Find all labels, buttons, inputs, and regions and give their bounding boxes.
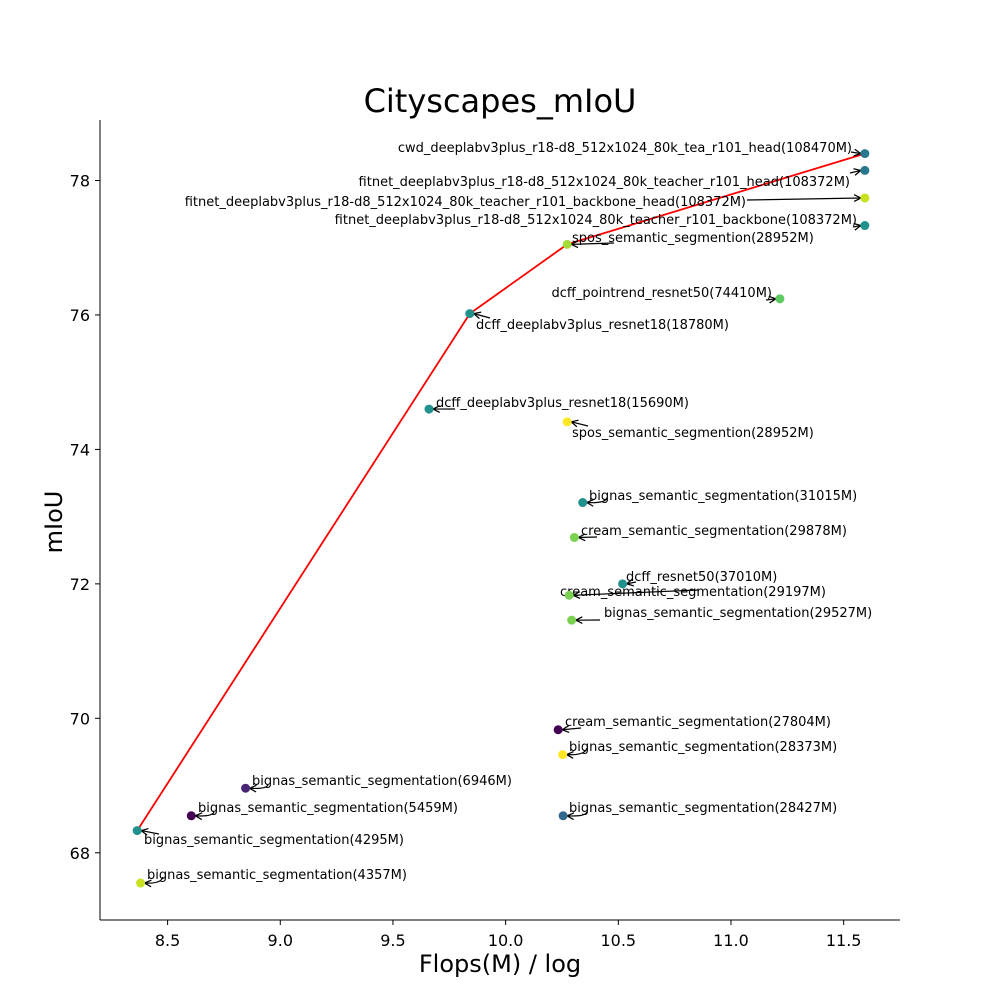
data-point: [465, 309, 475, 319]
point-label: spos_semantic_segmention(28952M): [572, 231, 814, 246]
point-label: fitnet_deeplabv3plus_r18-d8_512x1024_80k…: [185, 195, 746, 210]
annotation-arrow: [852, 226, 861, 227]
annotation-arrow: [141, 831, 160, 834]
data-point: [562, 239, 572, 249]
x-tick-label: 9.5: [380, 931, 405, 950]
point-label: dcff_pointrend_resnet50(74410M): [552, 286, 772, 301]
annotation-arrow: [849, 170, 861, 173]
annotation-arrow: [573, 589, 699, 595]
point-label: fitnet_deeplabv3plus_r18-d8_512x1024_80k…: [359, 175, 850, 190]
axes-group: 8.5 9.0 9.5 10.0 10.5 11.0 11.5 68 70 72 74 76 78: [70, 120, 900, 950]
point-label: cream_semantic_segmentation(29197M): [560, 585, 826, 600]
x-tick-label: 8.5: [155, 931, 180, 950]
pareto-line-group: [136, 152, 866, 832]
data-point: [186, 811, 196, 821]
y-axis-label: mIoU: [40, 491, 68, 554]
point-label: dcff_deeplabv3plus_resnet18(15690M): [436, 396, 689, 411]
point-label: bignas_semantic_segmentation(4357M): [147, 868, 407, 883]
data-point: [136, 878, 146, 888]
data-point: [567, 615, 577, 625]
annotation-arrow: [571, 422, 589, 426]
annotation-arrow: [587, 497, 608, 503]
data-point: [241, 783, 251, 793]
data-point: [860, 193, 870, 203]
x-tick-label: 11.5: [826, 931, 862, 950]
data-point: [558, 811, 568, 821]
annotation-arrow: [850, 152, 861, 154]
data-point: [424, 404, 434, 414]
data-point: [860, 165, 870, 175]
data-point: [562, 417, 572, 427]
point-label: bignas_semantic_segmentation(31015M): [589, 489, 857, 504]
annotation-arrow: [145, 876, 164, 883]
point-label: spos_semantic_segmention(28952M): [572, 426, 814, 441]
y-tick-label: 72: [70, 575, 90, 594]
pareto-line: [136, 152, 866, 832]
x-tick-label: 9.0: [268, 931, 293, 950]
x-tick-label: 11.0: [713, 931, 749, 950]
data-point: [618, 579, 628, 589]
annotation-arrow: [571, 243, 615, 244]
data-point: [578, 498, 588, 508]
data-point: [775, 294, 785, 304]
point-label: bignas_semantic_segmentation(6946M): [252, 774, 512, 789]
points-group: [132, 149, 870, 888]
point-label: cream_semantic_segmentation(27804M): [565, 715, 831, 730]
point-label: cream_semantic_segmentation(29878M): [581, 524, 847, 539]
data-point: [569, 532, 579, 542]
data-point: [553, 725, 563, 735]
point-label: bignas_semantic_segmentation(29527M): [604, 606, 872, 621]
x-tick-label: 10.0: [488, 931, 524, 950]
data-point: [132, 826, 142, 836]
y-tick-label: 76: [70, 306, 90, 325]
annotation-arrow: [562, 728, 582, 730]
x-axis-label: Flops(M) / log: [419, 950, 581, 978]
y-tick-label: 68: [70, 844, 90, 863]
annotation-arrow: [250, 784, 269, 788]
annotation-arrow: [195, 811, 215, 816]
annotation-arrow: [765, 299, 776, 300]
annotations-group: cwd_deeplabv3plus_r18-d8_512x1024_80k_te…: [141, 141, 872, 883]
annotation-arrow: [746, 198, 861, 200]
data-point: [558, 750, 568, 760]
data-point: [860, 149, 870, 159]
point-label: bignas_semantic_segmentation(28427M): [569, 801, 837, 816]
y-tick-label: 74: [70, 440, 90, 459]
x-tick-label: 10.5: [600, 931, 636, 950]
point-label: bignas_semantic_segmentation(5459M): [198, 801, 458, 816]
annotation-arrow: [474, 314, 491, 318]
point-label: dcff_deeplabv3plus_resnet18(18780M): [476, 318, 729, 333]
point-label: cwd_deeplabv3plus_r18-d8_512x1024_80k_te…: [398, 141, 852, 156]
point-label: dcff_resnet50(37010M): [626, 570, 777, 585]
annotation-arrow: [627, 582, 637, 584]
y-tick-label: 78: [70, 172, 90, 191]
point-label: fitnet_deeplabv3plus_r18-d8_512x1024_80k…: [335, 213, 857, 228]
data-point: [564, 590, 574, 600]
point-label: bignas_semantic_segmentation(4295M): [144, 833, 404, 848]
data-point: [860, 221, 870, 231]
chart-title: Cityscapes_mIoU: [364, 82, 637, 120]
point-label: bignas_semantic_segmentation(28373M): [569, 740, 837, 755]
y-tick-label: 70: [70, 709, 90, 728]
annotation-arrow: [567, 811, 588, 816]
annotation-arrow: [567, 747, 588, 755]
